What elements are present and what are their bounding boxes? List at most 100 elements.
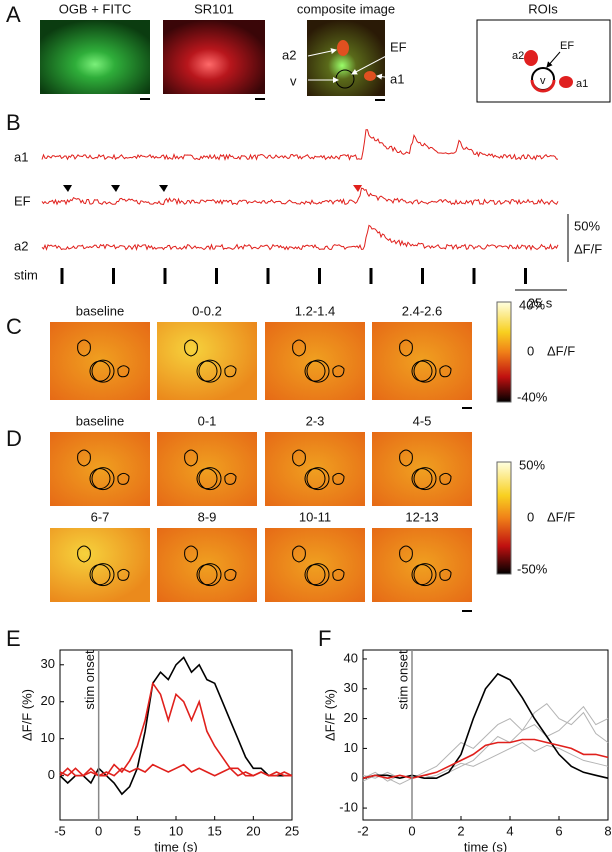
roi-outline [196, 468, 218, 490]
roi-outline [399, 449, 413, 467]
x-tick-label: 0 [95, 823, 102, 838]
data-line [362, 672, 609, 780]
roi-outline [117, 365, 130, 378]
image [307, 20, 385, 96]
trace-label: a1 [14, 149, 28, 164]
trace [41, 224, 559, 252]
roi-outline [306, 467, 330, 491]
roi-outline [77, 449, 91, 467]
roi-label: EF [390, 39, 407, 54]
roi-outline [304, 564, 326, 586]
x-tick-label: 20 [246, 823, 260, 838]
roi-outline [77, 545, 91, 563]
x-tick-label: 6 [555, 823, 562, 838]
roi-outline [399, 339, 413, 357]
frame-label: 12-13 [405, 509, 438, 524]
frame-label: 10-11 [299, 509, 331, 524]
y-tick-label: 20 [344, 710, 358, 725]
y-tick-label: 30 [344, 680, 358, 695]
annotation: stim onset [395, 650, 410, 710]
plot-area [362, 649, 609, 821]
roi-outline [292, 449, 306, 467]
y-tick-label: 20 [41, 693, 55, 708]
frame-label: 2-3 [306, 413, 325, 428]
image [40, 20, 150, 94]
roi-outline [439, 365, 452, 378]
panel-letter: C [6, 314, 22, 339]
roi-outline [91, 467, 115, 491]
scale-label: ΔF/F [574, 241, 602, 256]
x-tick-label: -2 [357, 823, 369, 838]
roi-outline [198, 563, 222, 587]
roi-outline [117, 568, 130, 581]
panel-letter: D [6, 426, 22, 451]
roi-label: v [540, 75, 546, 87]
roi-outline [184, 339, 198, 357]
roi-label: EF [560, 40, 574, 52]
roi-outline [411, 360, 433, 382]
roi [337, 40, 349, 56]
roi-outline [224, 365, 237, 378]
frame-label: 0-0.2 [192, 303, 222, 318]
roi-outline [117, 472, 130, 485]
y-tick-label: 0 [48, 767, 55, 782]
frame-label: 1.2-1.4 [295, 303, 335, 318]
roi-outline [224, 568, 237, 581]
roi-outline [196, 360, 218, 382]
trace-label: a2 [14, 238, 28, 253]
roi [364, 71, 376, 81]
image [163, 20, 265, 94]
roi-outline [89, 468, 111, 490]
scale-label: 50% [574, 218, 600, 233]
x-tick-label: 4 [506, 823, 513, 838]
roi-label: a2 [282, 47, 296, 62]
colorbar-label: 0 [527, 509, 534, 524]
trace-label: EF [14, 193, 31, 208]
frame-label: 6-7 [91, 509, 110, 524]
roi-outline [292, 545, 306, 563]
panel-letter: E [6, 626, 21, 651]
arrowhead [63, 185, 72, 192]
y-tick-label: 0 [351, 770, 358, 785]
panel-letter: B [6, 110, 21, 135]
frame-label: 2.4-2.6 [402, 303, 442, 318]
roi-outline [413, 467, 437, 491]
frame-label: baseline [76, 303, 124, 318]
panel-letter: F [318, 626, 331, 651]
roi-outline [91, 563, 115, 587]
roi-outline [77, 339, 91, 357]
roi-outline [304, 360, 326, 382]
colorbar [496, 301, 512, 403]
image-title: SR101 [194, 1, 234, 16]
roi-label: a2 [512, 50, 524, 62]
frame-label: 4-5 [413, 413, 432, 428]
roi-outline [411, 564, 433, 586]
trace [41, 129, 559, 161]
roi [559, 76, 573, 88]
y-tick-label: 30 [41, 656, 55, 671]
roi-outline [91, 359, 115, 383]
y-tick-label: 40 [344, 650, 358, 665]
x-axis-label: time (s) [154, 839, 197, 852]
roi-label: a1 [390, 71, 404, 86]
x-tick-label: 25 [285, 823, 299, 838]
trace [41, 187, 559, 206]
y-tick-label: 10 [344, 740, 358, 755]
data-line [362, 703, 609, 782]
x-axis-label: time (s) [464, 839, 507, 852]
image-title: OGB + FITC [59, 1, 132, 16]
arrow [376, 73, 393, 80]
y-axis-label: ΔF/F (%) [19, 689, 34, 741]
roi-outline [332, 472, 345, 485]
arrowhead [159, 185, 168, 192]
arrow [307, 48, 337, 57]
roi-label: a1 [576, 78, 588, 90]
roi-outline [411, 468, 433, 490]
roi-outline [399, 545, 413, 563]
data-line [362, 738, 609, 780]
roi-outline [184, 545, 198, 563]
colorbar-unit: ΔF/F [547, 509, 575, 524]
x-tick-label: 10 [169, 823, 183, 838]
roi-outline [332, 365, 345, 378]
